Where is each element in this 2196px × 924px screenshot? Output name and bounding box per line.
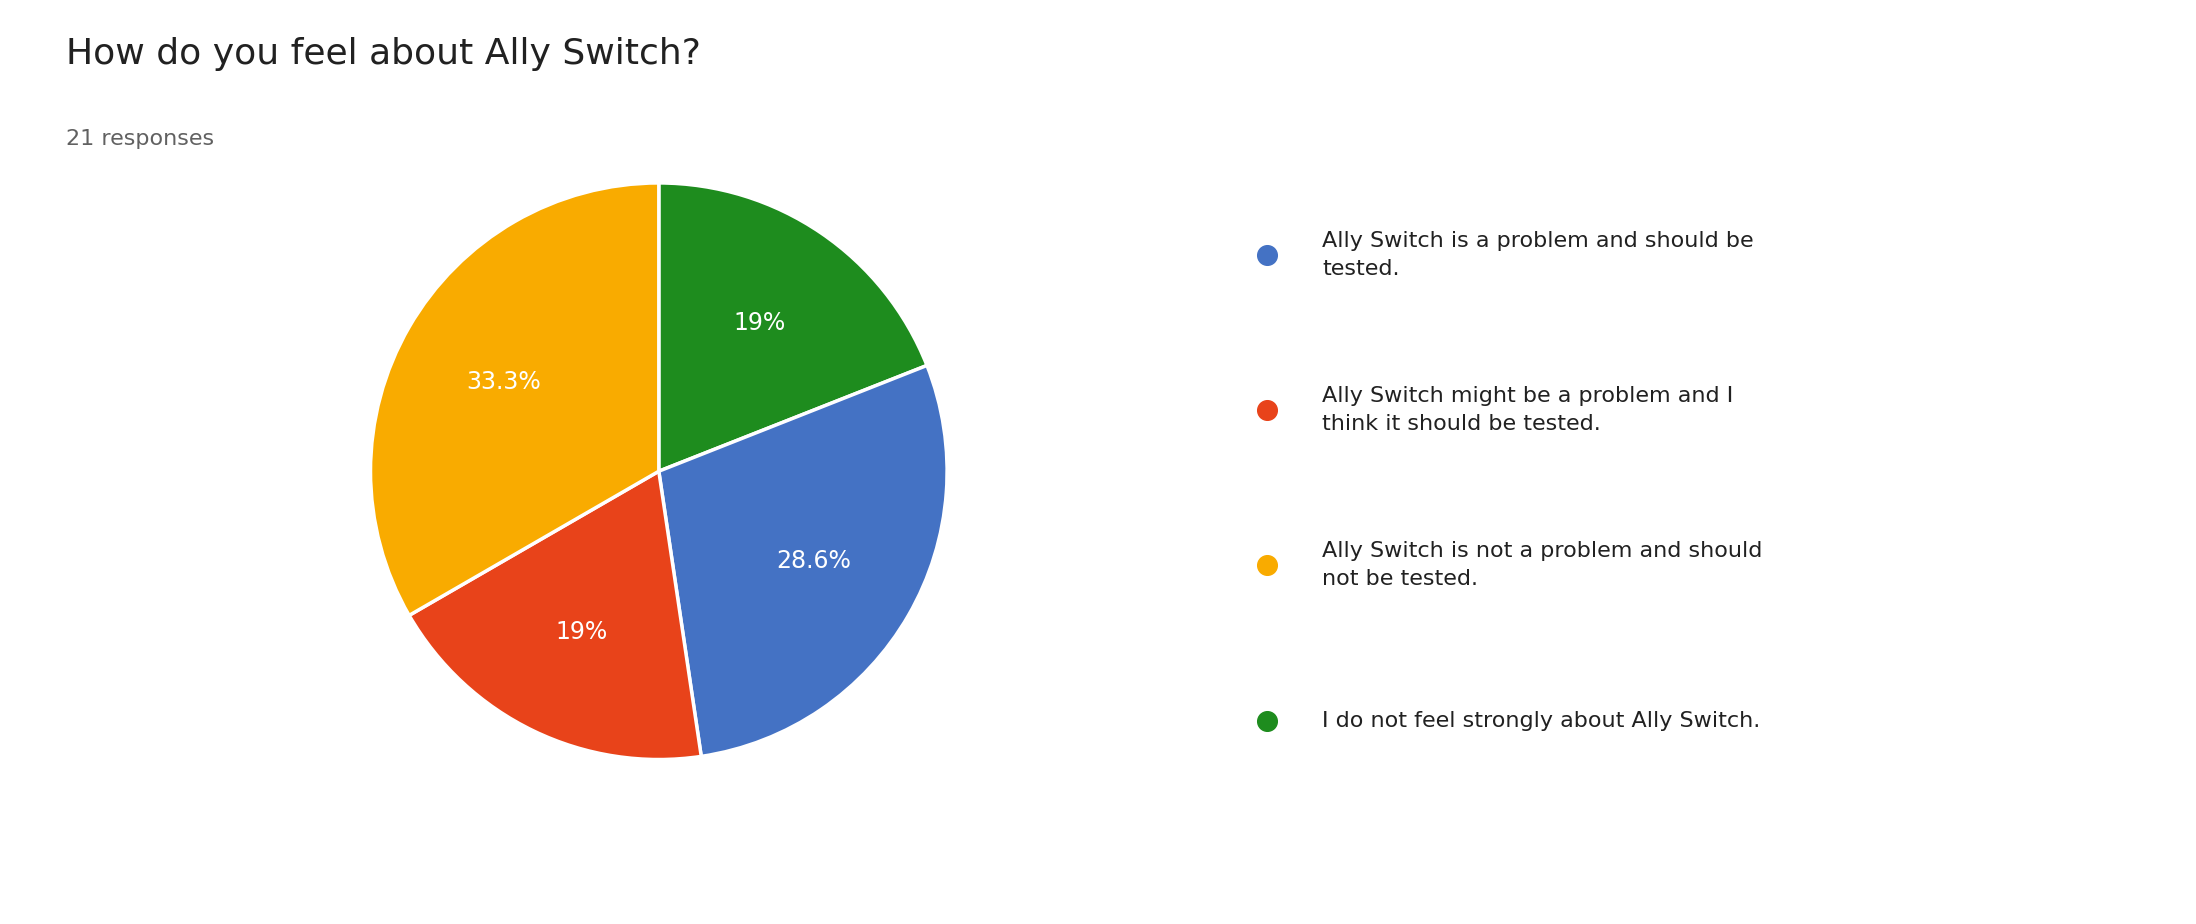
Point <box>1250 558 1285 573</box>
Wedge shape <box>659 365 946 757</box>
Point <box>1250 248 1285 262</box>
Text: Ally Switch might be a problem and I
think it should be tested.: Ally Switch might be a problem and I thi… <box>1322 386 1733 434</box>
Text: I do not feel strongly about Ally Switch.: I do not feel strongly about Ally Switch… <box>1322 711 1761 731</box>
Text: Ally Switch is a problem and should be
tested.: Ally Switch is a problem and should be t… <box>1322 231 1755 279</box>
Text: 33.3%: 33.3% <box>466 370 542 394</box>
Wedge shape <box>371 183 659 615</box>
Text: 28.6%: 28.6% <box>775 549 852 573</box>
Text: 21 responses: 21 responses <box>66 129 213 150</box>
Point <box>1250 403 1285 418</box>
Text: 19%: 19% <box>556 620 608 644</box>
Wedge shape <box>659 183 927 471</box>
Text: Ally Switch is not a problem and should
not be tested.: Ally Switch is not a problem and should … <box>1322 541 1763 590</box>
Point <box>1250 713 1285 728</box>
Text: 19%: 19% <box>733 311 786 335</box>
Text: How do you feel about Ally Switch?: How do you feel about Ally Switch? <box>66 37 701 71</box>
Wedge shape <box>408 471 701 760</box>
